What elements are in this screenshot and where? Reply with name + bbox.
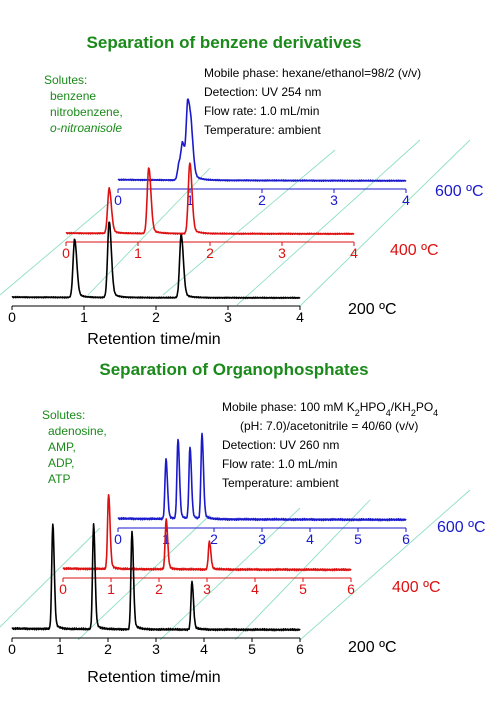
- series-200C: 0 1 2 3 4 5 6 200 ºC: [8, 522, 397, 657]
- x-tick-label: 6: [347, 581, 355, 597]
- x-tick-label: 0: [8, 641, 16, 657]
- temperature-label: 200 ºC: [348, 639, 397, 656]
- diagonal-guide-line: [0, 527, 101, 628]
- x-axis-title: Retention time/min: [87, 331, 220, 348]
- x-tick-label: 5: [354, 531, 362, 547]
- x-tick-label: 1: [56, 641, 64, 657]
- x-tick-label: 3: [330, 192, 338, 208]
- x-tick-label: 6: [402, 531, 410, 547]
- x-axis-title: Retention time/min: [87, 669, 220, 686]
- x-tick-label: 2: [155, 581, 163, 597]
- x-tick-label: 4: [350, 245, 358, 261]
- chromatogram-trace: [11, 221, 301, 300]
- x-tick-label: 2: [104, 641, 112, 657]
- x-tick-label: 4: [251, 581, 259, 597]
- x-tick-label: 4: [306, 531, 314, 547]
- chromatogram-trace: [62, 493, 352, 572]
- condition-line: Flow rate: 1.0 mL/min: [204, 104, 319, 118]
- chart-panel-2: Separation of Organophosphates Solutes: ad…: [0, 360, 486, 686]
- x-tick-label: 3: [258, 531, 266, 547]
- x-tick-label: 1: [162, 531, 170, 547]
- chromatogram-trace: [11, 522, 301, 632]
- solute-label: ADP,: [48, 456, 74, 470]
- condition-line: Detection: UV 254 nm: [204, 85, 321, 99]
- x-tick-label: 6: [296, 641, 304, 657]
- x-tick-label: 3: [278, 245, 286, 261]
- x-tick-label: 2: [258, 192, 266, 208]
- diagonal-guide-line: [299, 139, 471, 307]
- solute-label: AMP,: [48, 440, 76, 454]
- x-tick-label: 0: [59, 581, 67, 597]
- series-200C: 0 1 2 3 4 200 ºC: [8, 221, 397, 325]
- x-tick-label: 2: [210, 531, 218, 547]
- x-tick-label: 0: [8, 309, 16, 325]
- x-tick-label: 1: [80, 309, 88, 325]
- temperature-label: 600 ºC: [435, 183, 484, 200]
- condition-line: Mobile phase: 100 mM K2HPO4/KH2PO4: [222, 400, 438, 418]
- x-tick-label: 5: [299, 581, 307, 597]
- temperature-label: 200 ºC: [348, 301, 397, 318]
- x-tick-label: 3: [203, 581, 211, 597]
- x-tick-label: 1: [107, 581, 115, 597]
- x-tick-label: 0: [62, 245, 70, 261]
- series-400C: 0 1 2 3 4 400 ºC: [62, 162, 439, 261]
- x-tick-label: 1: [186, 192, 194, 208]
- x-tick-label: 2: [152, 309, 160, 325]
- temperature-label: 400 ºC: [392, 579, 441, 596]
- diagonal-guide-line: [0, 201, 111, 296]
- series-400C: 0 1 2 3 4 5 6 400 ºC: [59, 493, 441, 597]
- series-600C: 0 1 2 3 4 600 ºC: [114, 98, 484, 208]
- chromatogram-trace: [65, 162, 355, 236]
- chart-title: Separation of benzene derivatives: [87, 33, 362, 52]
- solute-label: nitrobenzene,: [50, 105, 123, 119]
- solutes-header: Solutes:: [42, 408, 85, 422]
- solute-label: ATP: [48, 472, 70, 486]
- solute-label: adenosine,: [48, 424, 107, 438]
- condition-line: Temperature: ambient: [204, 123, 321, 137]
- condition-line: Mobile phase: hexane/ethanol=98/2 (v/v): [204, 66, 421, 80]
- x-tick-label: 0: [114, 192, 122, 208]
- x-tick-label: 4: [402, 192, 410, 208]
- diagonal-guide-line: [162, 149, 336, 296]
- x-tick-label: 3: [224, 309, 232, 325]
- temperature-label: 600 ºC: [437, 519, 486, 536]
- x-tick-label: 3: [152, 641, 160, 657]
- chromatogram-trace: [117, 432, 407, 522]
- condition-line: Detection: UV 260 nm: [222, 438, 339, 452]
- chart-title: Separation of Organophosphates: [99, 360, 368, 379]
- solute-label: o-nitroanisole: [50, 121, 122, 135]
- x-tick-label: 5: [248, 641, 256, 657]
- x-tick-label: 0: [114, 531, 122, 547]
- condition-line: Flow rate: 1.0 mL/min: [222, 457, 337, 471]
- temperature-label: 400 ºC: [390, 242, 439, 259]
- condition-line: (pH: 7.0)/acetonitrile = 40/60 (v/v): [240, 419, 418, 433]
- x-tick-label: 2: [206, 245, 214, 261]
- diagonal-guide-line: [299, 489, 471, 641]
- solutes-header: Solutes:: [44, 73, 87, 87]
- x-tick-label: 4: [200, 641, 208, 657]
- x-tick-label: 4: [296, 309, 304, 325]
- chromatogram-trace: [117, 98, 407, 183]
- x-tick-label: 1: [134, 245, 142, 261]
- diagonal-guide-line: [159, 507, 301, 641]
- diagonal-guide-line: [236, 139, 421, 306]
- chart-panel-1: Separation of benzene derivatives Solutes…: [0, 33, 484, 348]
- solute-label: benzene: [50, 89, 96, 103]
- condition-line: Temperature: ambient: [222, 476, 339, 490]
